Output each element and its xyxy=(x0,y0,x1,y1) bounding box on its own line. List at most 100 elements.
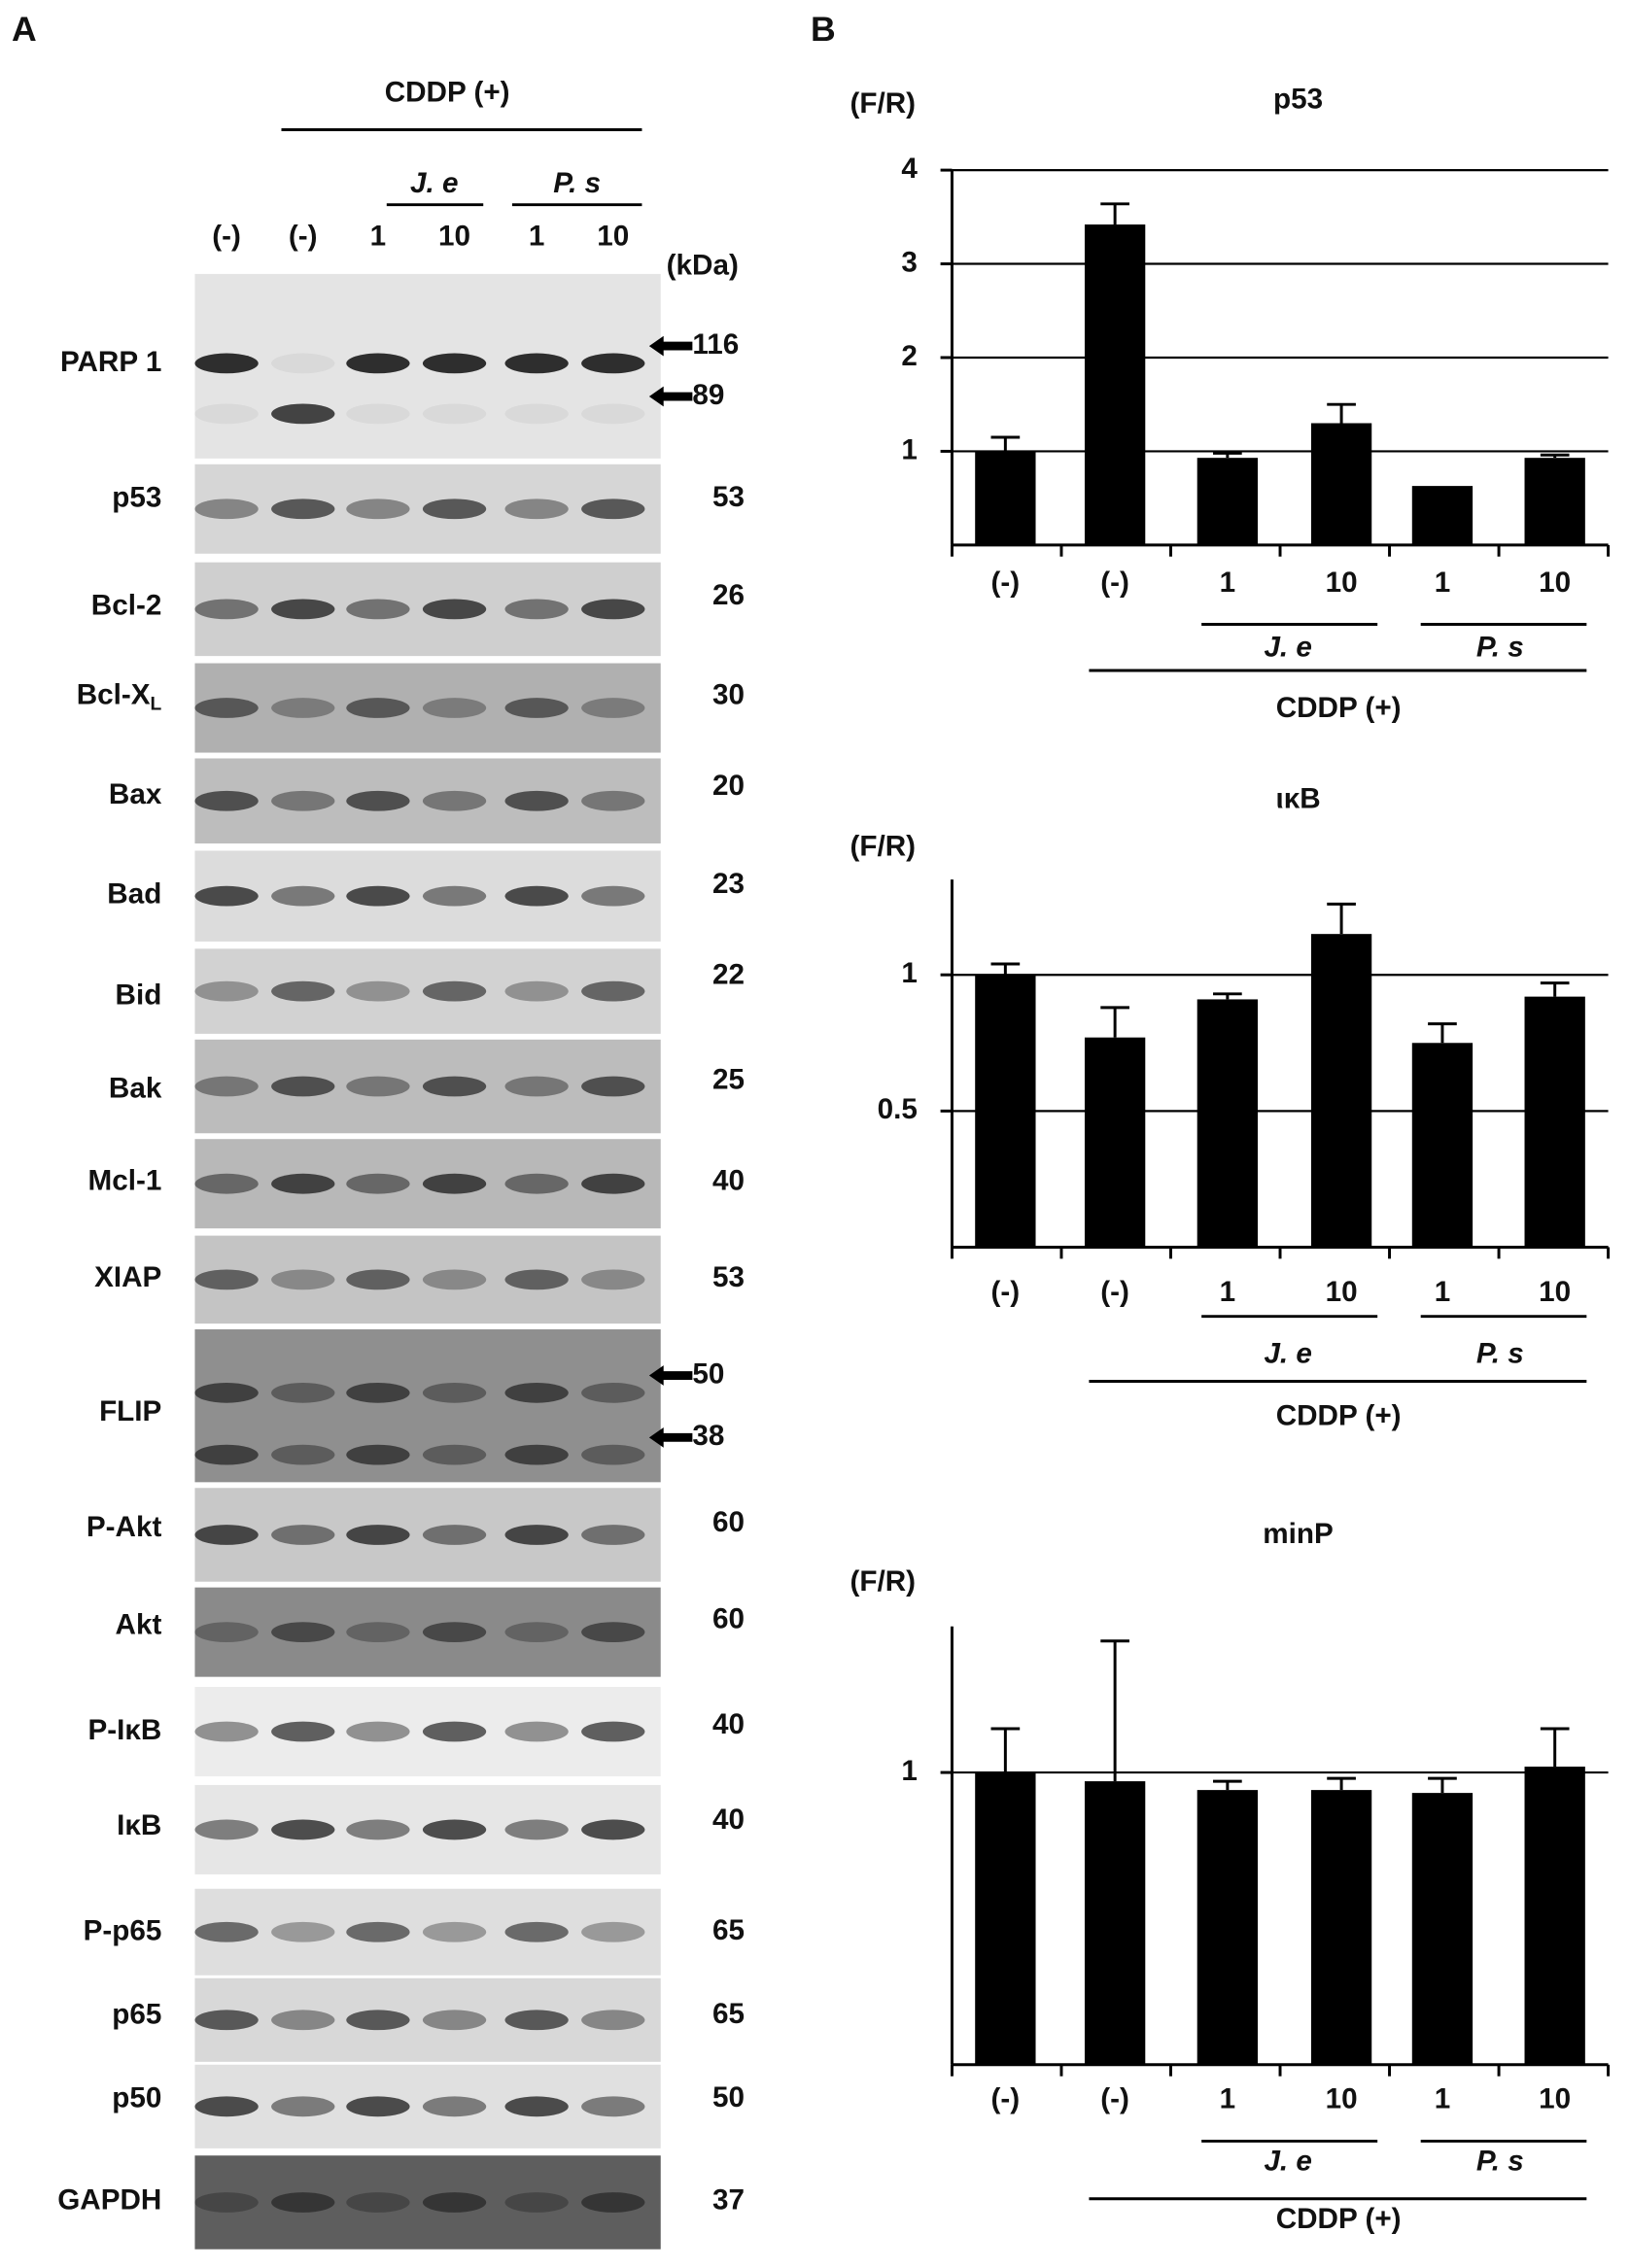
band xyxy=(581,980,645,1002)
band xyxy=(504,403,569,425)
bar xyxy=(1524,1767,1585,2065)
bar xyxy=(975,975,1036,1248)
band xyxy=(422,790,487,811)
error-bar xyxy=(990,435,1021,452)
error-bar xyxy=(1213,1779,1242,1791)
x-tick-label: (-) xyxy=(1100,2083,1129,2115)
band xyxy=(194,1382,259,1403)
y-axis-label: (F/R) xyxy=(850,87,916,120)
blot-label-text: P-IκB xyxy=(87,1714,161,1746)
blot-label-text: Mcl-1 xyxy=(88,1165,162,1197)
x-tick-label: (-) xyxy=(1100,567,1129,599)
band xyxy=(271,498,335,520)
arrow xyxy=(648,1365,693,1386)
band xyxy=(194,353,259,374)
blot-label-text: Bcl-2 xyxy=(91,590,162,622)
band xyxy=(194,1076,259,1097)
band xyxy=(504,1721,569,1742)
band xyxy=(581,1721,645,1742)
band xyxy=(504,885,569,907)
blot-label-text: Bcl-X xyxy=(77,679,151,711)
band xyxy=(271,1269,335,1290)
band xyxy=(422,403,487,425)
band xyxy=(194,1921,259,1942)
band xyxy=(346,698,410,718)
bar xyxy=(1196,1790,1259,2065)
band xyxy=(581,1819,645,1840)
band xyxy=(271,599,335,620)
band xyxy=(271,1076,335,1097)
y-tick-label: 3 xyxy=(901,246,918,278)
blot-label-text: P-Akt xyxy=(87,1511,162,1543)
error-bar xyxy=(990,962,1021,976)
y-axis-label: (F/R) xyxy=(850,1565,916,1598)
band xyxy=(194,885,259,907)
band xyxy=(422,1525,487,1545)
supergroup-label: CDDP (+) xyxy=(1276,2203,1402,2235)
blot xyxy=(194,1235,661,1324)
band xyxy=(504,2010,569,2031)
blot-label: Bad xyxy=(107,877,161,910)
band xyxy=(346,2096,410,2117)
band xyxy=(194,1622,259,1643)
bar xyxy=(1310,423,1372,545)
band xyxy=(504,1444,569,1465)
blot-label-text: Bak xyxy=(109,1073,162,1105)
arrow xyxy=(648,386,693,407)
band xyxy=(346,790,410,811)
group-label: J. e xyxy=(410,167,458,199)
kda-label: 40 xyxy=(712,1804,745,1836)
bar xyxy=(1196,458,1259,545)
group-label: P. s xyxy=(1476,2146,1524,2178)
error-bar xyxy=(1540,1727,1570,1768)
band xyxy=(504,1525,569,1545)
blot-label: P-IκB xyxy=(87,1714,161,1746)
band xyxy=(194,1444,259,1465)
error-bar xyxy=(1540,981,1570,997)
kda-label: 40 xyxy=(712,1165,745,1197)
band xyxy=(422,498,487,520)
kda-label: 65 xyxy=(712,1914,745,1946)
blot-label-text: Bax xyxy=(109,778,162,810)
band xyxy=(581,698,645,718)
bar xyxy=(1084,1781,1146,2065)
band xyxy=(346,1819,410,1840)
band xyxy=(422,1269,487,1290)
blot-label-text: P-p65 xyxy=(84,1914,162,1946)
band xyxy=(346,403,410,425)
band xyxy=(581,1921,645,1942)
band xyxy=(504,1269,569,1290)
lane-label: 1 xyxy=(529,221,545,253)
band xyxy=(194,790,259,811)
band xyxy=(581,1525,645,1545)
band xyxy=(271,1173,335,1194)
error-bar xyxy=(1100,1006,1129,1038)
x-tick-label: 1 xyxy=(1220,2083,1236,2115)
band xyxy=(422,698,487,718)
band xyxy=(271,1921,335,1942)
blot-label-text: Akt xyxy=(116,1609,162,1641)
x-tick-label: 10 xyxy=(1326,2083,1358,2115)
bar xyxy=(975,451,1036,545)
band xyxy=(194,2096,259,2117)
band xyxy=(271,353,335,374)
unit-label: (kDa) xyxy=(667,249,739,281)
band xyxy=(194,1173,259,1194)
x-tick-label: 10 xyxy=(1539,1276,1571,1308)
kda-label: 50 xyxy=(712,2081,745,2113)
band xyxy=(504,599,569,620)
blot-label-subscript: L xyxy=(151,695,162,715)
band xyxy=(581,1382,645,1403)
blot-label-text: IκB xyxy=(117,1809,161,1841)
bar xyxy=(1084,1037,1146,1248)
band xyxy=(581,1173,645,1194)
chart-title: ικB xyxy=(1275,782,1320,814)
kda-label: 53 xyxy=(712,1261,745,1293)
bar xyxy=(1310,934,1372,1248)
band xyxy=(271,1622,335,1643)
blot-label-text: GAPDH xyxy=(57,2184,161,2216)
blot-label-text: XIAP xyxy=(94,1261,161,1293)
error-bar xyxy=(1327,402,1356,424)
blot-label: Bcl-XL xyxy=(77,679,162,715)
band xyxy=(581,790,645,811)
